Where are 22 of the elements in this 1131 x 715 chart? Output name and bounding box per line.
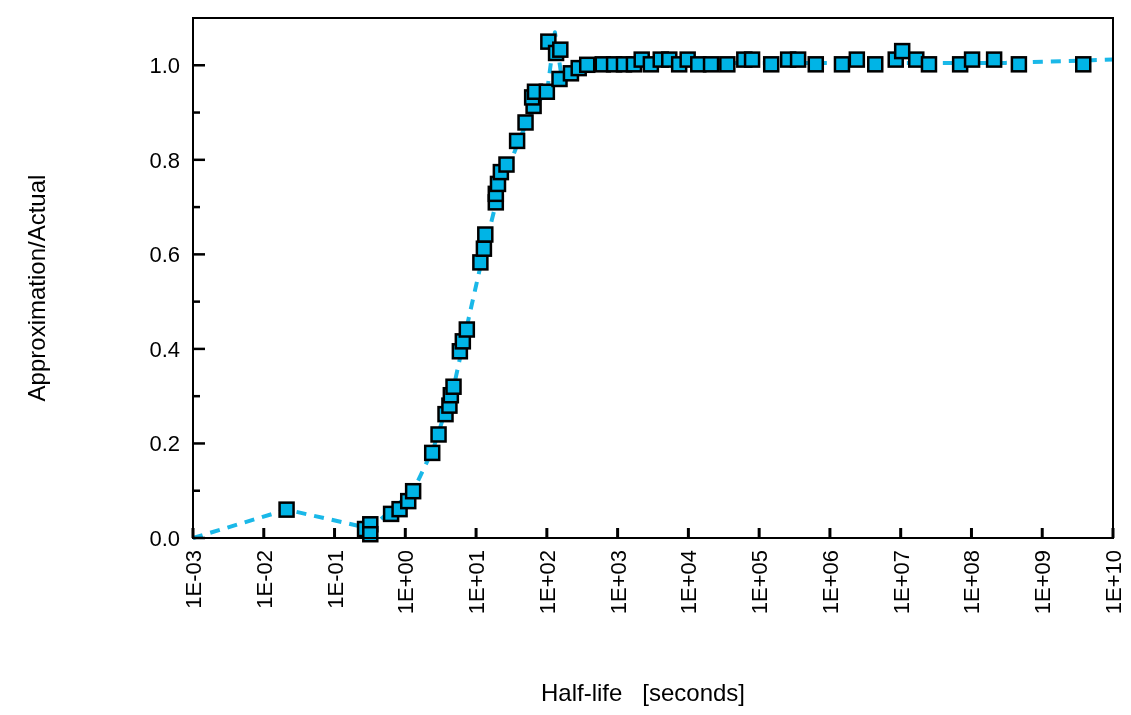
y-tick-label: 0.6 [149,242,180,268]
x-tick-label: 1E+04 [676,550,702,615]
x-tick-label: 1E-01 [322,550,348,609]
x-tick-label: 1E+06 [817,550,843,615]
x-tick-label: 1E+07 [888,550,914,615]
x-tick-label: 1E-03 [181,550,206,609]
x-tick-label: 1E+00 [393,550,419,615]
y-axis-title: Approximation/Actual [23,174,50,402]
y-tick-label: 0.0 [149,526,180,551]
x-tick-label: 1E+08 [959,550,985,615]
y-tick-label: 1.0 [149,53,180,79]
x-tick-label: 1E+03 [605,550,631,615]
x-tick-label: 1E+02 [534,550,560,615]
x-tick-label: 1E+09 [1030,550,1056,615]
x-tick-label: 1E+01 [464,550,490,615]
x-tick-label: 1E+05 [747,550,773,615]
x-axis-title: Half-life [seconds] [540,679,746,706]
y-tick-label: 0.8 [149,147,180,173]
y-tick-label: 0.2 [149,431,180,457]
x-tick-label: 1E-02 [251,550,277,609]
x-tick-label: 1E+10 [1101,550,1126,615]
y-tick-label: 0.4 [149,336,180,362]
